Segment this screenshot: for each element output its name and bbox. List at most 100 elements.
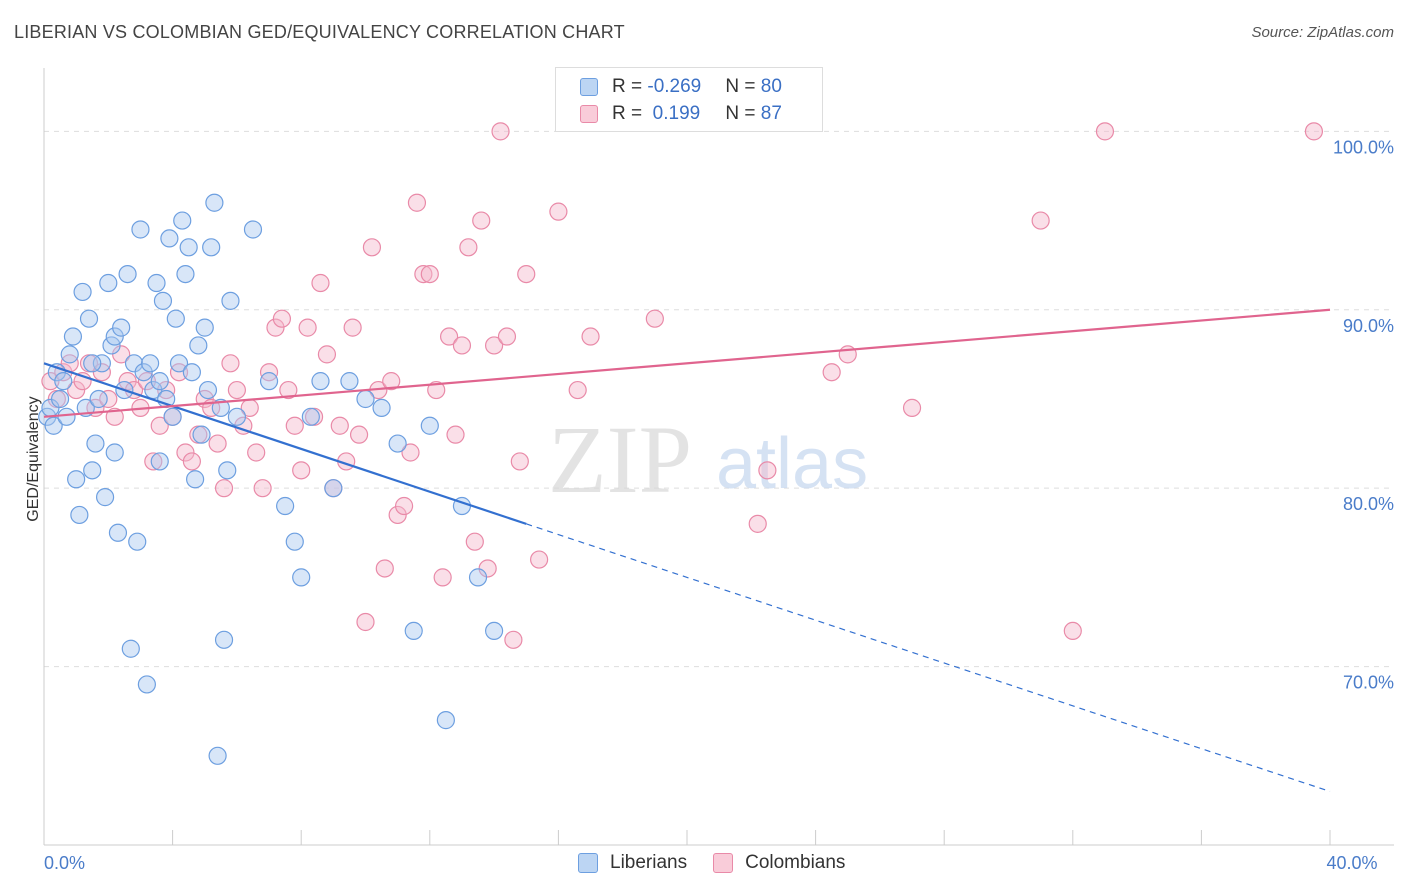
colombians-point <box>362 238 382 257</box>
colombians-point <box>67 380 86 400</box>
colombians-point <box>221 354 240 373</box>
legend-r-label: R = <box>612 103 648 124</box>
colombians-point <box>41 372 60 391</box>
colombians-point <box>497 327 517 346</box>
colombians-point <box>298 318 317 337</box>
liberians-point <box>112 318 131 337</box>
liberians-point <box>189 336 208 355</box>
trend-lines <box>43 308 1331 793</box>
liberians-point <box>292 568 311 587</box>
colombians-point <box>150 416 169 435</box>
liberians-point <box>211 398 230 417</box>
colombians-point <box>105 407 124 426</box>
liberians-point <box>186 470 205 489</box>
colombians-point <box>530 550 549 569</box>
liberians-point <box>131 220 150 239</box>
liberians-point <box>276 496 295 516</box>
watermark-atlas: atlas <box>716 424 868 504</box>
liberians-point <box>118 264 137 284</box>
liberians-point <box>153 291 173 310</box>
liberians-point <box>163 407 182 426</box>
colombians-point <box>902 398 922 417</box>
liberians-point <box>176 264 195 284</box>
y-tick-label: 100.0% <box>1333 137 1394 157</box>
liberians-point <box>57 407 76 426</box>
colombians-point <box>99 389 118 409</box>
colombians-point <box>485 336 504 355</box>
liberians-point <box>86 434 105 453</box>
legend-row-colombians: R = 0.199 N = 87 <box>580 101 782 127</box>
liberians-point <box>198 380 218 400</box>
colombians-trend-line <box>43 308 1331 418</box>
legend-item-label: Liberians <box>610 852 688 873</box>
liberians-point <box>202 238 221 257</box>
liberians-point <box>192 425 211 444</box>
liberians-point <box>195 318 214 337</box>
liberians-point <box>388 434 407 453</box>
liberians-point <box>420 416 439 435</box>
liberians-point <box>108 523 128 542</box>
liberians-point <box>147 273 166 293</box>
liberians-point <box>105 443 124 462</box>
liberians-point <box>150 372 169 391</box>
liberians-point <box>340 372 359 391</box>
colombians-point <box>510 452 529 471</box>
colombians-point <box>758 461 777 480</box>
colombians-point <box>504 630 523 649</box>
liberians-point <box>44 416 63 435</box>
colombians-point <box>446 425 465 444</box>
liberians-point <box>356 389 375 409</box>
legend-n-value: 80 <box>760 76 782 97</box>
legend-item-liberians[interactable]: Liberians <box>578 852 687 874</box>
liberians-point <box>128 532 147 551</box>
liberians-point <box>208 746 227 765</box>
liberians-point <box>182 363 201 382</box>
legend-item-colombians[interactable]: Colombians <box>713 852 845 874</box>
liberians-point <box>179 238 198 257</box>
colombians-point <box>356 612 375 632</box>
liberians-point <box>63 327 83 346</box>
liberians-point <box>73 282 92 302</box>
colombians-point <box>253 479 272 498</box>
colombians-point <box>459 238 478 257</box>
colombians-point <box>748 514 767 533</box>
colombians-point <box>292 461 311 480</box>
colombians-point <box>349 425 369 444</box>
colombians-swatch <box>713 853 734 873</box>
liberians-point <box>243 220 263 239</box>
liberians-point <box>92 354 111 373</box>
colombians-point <box>272 309 292 328</box>
liberians-point <box>105 327 124 346</box>
colombians-point <box>568 380 587 400</box>
colombians-point <box>439 327 459 346</box>
colombians-point <box>414 264 433 284</box>
legend-swatch-blue <box>580 78 598 96</box>
watermark-zip: ZIP <box>548 406 692 513</box>
liberians-point <box>166 309 185 328</box>
colombians-point <box>208 434 227 453</box>
colombians-point <box>176 443 195 462</box>
colombians-point <box>182 452 201 471</box>
liberians-point <box>214 630 234 649</box>
colombians-point <box>452 336 472 355</box>
colombians-point <box>517 264 536 284</box>
liberians-point <box>173 211 192 230</box>
x-tick-label: 0.0% <box>44 853 85 873</box>
liberians-point <box>150 452 169 471</box>
colombians-point <box>1031 211 1050 230</box>
colombians-point <box>144 452 163 471</box>
grid-lines <box>44 130 1394 668</box>
colombians-point <box>472 211 491 230</box>
liberians-point <box>121 639 140 658</box>
liberians-trend-line <box>43 362 527 525</box>
colombians-point <box>375 559 394 578</box>
liberians-point <box>324 479 343 498</box>
liberians-point <box>83 461 102 480</box>
colombians-point <box>285 416 304 435</box>
colombians-point <box>311 273 330 293</box>
liberians-swatch <box>578 853 598 873</box>
liberians-point <box>67 470 86 489</box>
colombians-point <box>317 345 337 364</box>
colombians-point <box>227 380 246 400</box>
colombians-point <box>407 193 427 212</box>
